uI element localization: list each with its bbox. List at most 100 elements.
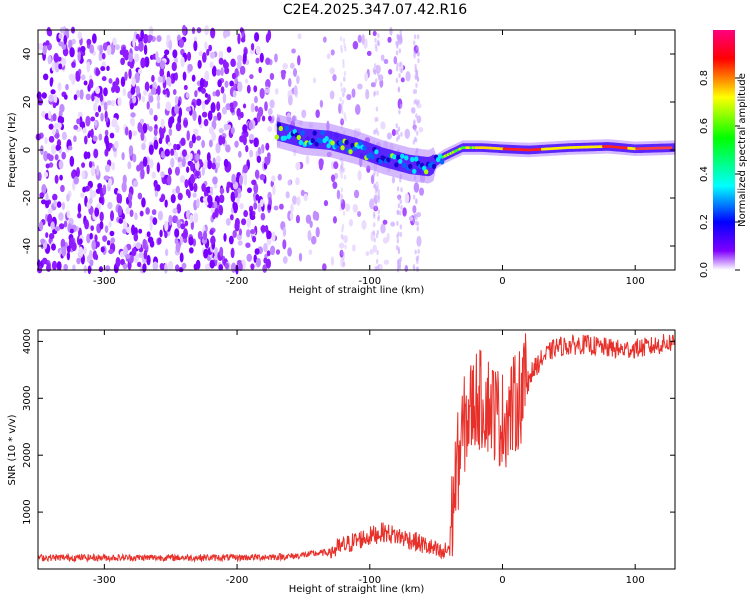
noise-speck [174,72,178,81]
noise-speck [191,26,196,35]
noise-speck [220,67,224,77]
noise-speck [92,135,98,142]
noise-speck [66,210,71,219]
noise-speck [56,122,62,129]
noise-speck [141,95,146,103]
noise-speck [340,45,343,51]
noise-speck [257,106,264,117]
noise-speck [93,148,99,159]
noise-speck [169,116,175,124]
noise-speck [71,61,76,68]
noise-speck [219,187,225,194]
noise-speck [344,116,347,122]
noise-speck [292,195,297,205]
noise-speck [58,212,64,221]
noise-speck [228,235,234,245]
noise-speck [342,255,345,261]
noise-speck [399,30,402,36]
noise-speck [134,53,140,63]
noise-speck [184,178,189,189]
signal-blob [370,154,375,160]
noise-speck [290,203,294,214]
noise-speck [68,145,73,151]
noise-speck [229,106,235,113]
noise-speck [262,264,268,273]
noise-speck [134,72,140,84]
noise-speck [80,192,85,198]
noise-speck [58,63,63,70]
signal-blob [298,139,303,146]
noise-speck [115,77,120,86]
noise-speck [395,130,398,136]
noise-speck [47,208,53,214]
noise-speck [241,218,247,226]
noise-speck [122,263,128,270]
noise-speck [88,78,94,89]
noise-speck [195,198,200,209]
noise-speck [383,58,389,64]
noise-speck [271,175,276,182]
noise-speck [83,265,87,274]
noise-speck [78,238,83,245]
noise-speck [48,123,54,130]
noise-speck [177,115,182,125]
noise-speck [343,76,346,82]
noise-speck [196,135,202,141]
noise-speck [329,67,336,75]
signal-tone [669,146,673,150]
noise-speck [260,225,267,233]
noise-speck [201,166,205,176]
noise-speck [137,261,142,268]
signal-blob [352,145,357,152]
noise-speck [170,194,176,204]
spectrogram-signal [274,114,675,184]
noise-speck [193,40,198,52]
noise-speck [66,251,71,261]
noise-speck [396,259,400,265]
noise-speck [229,214,234,221]
noise-speck [413,40,416,46]
noise-speck [225,29,231,37]
noise-speck [216,101,221,112]
noise-speck [343,174,347,180]
noise-speck [377,39,380,45]
noise-speck [53,122,58,130]
noise-speck [348,218,354,227]
noise-speck [112,117,118,127]
noise-speck [375,258,379,264]
noise-speck [66,193,70,202]
noise-speck [259,198,264,207]
noise-speck [49,77,53,87]
x-tick-label: -100 [358,575,381,586]
noise-speck [204,70,210,82]
noise-speck [90,225,95,232]
noise-speck [103,101,108,112]
noise-speck [365,251,370,257]
noise-speck [132,153,137,163]
noise-speck [52,193,58,201]
noise-speck [237,240,243,246]
noise-speck [50,144,57,155]
signal-blob [324,136,329,142]
noise-speck [97,183,103,190]
noise-speck [374,69,377,75]
noise-speck [85,115,91,127]
noise-speck [373,63,377,69]
noise-speck [164,220,169,232]
noise-speck [50,89,56,95]
noise-speck [275,249,281,255]
noise-speck [267,204,272,211]
noise-speck [118,193,123,204]
snr-frame [37,329,676,570]
colorbar-tick-label: 0.8 [699,70,710,86]
noise-speck [108,249,114,255]
noise-speck [239,174,243,186]
noise-speck [83,151,89,160]
colorbar-gradient [713,30,735,270]
noise-speck [156,94,161,102]
noise-speck [54,226,61,232]
noise-speck [137,121,143,133]
noise-speck [97,105,102,113]
noise-speck [138,252,144,259]
noise-speck [267,108,273,116]
